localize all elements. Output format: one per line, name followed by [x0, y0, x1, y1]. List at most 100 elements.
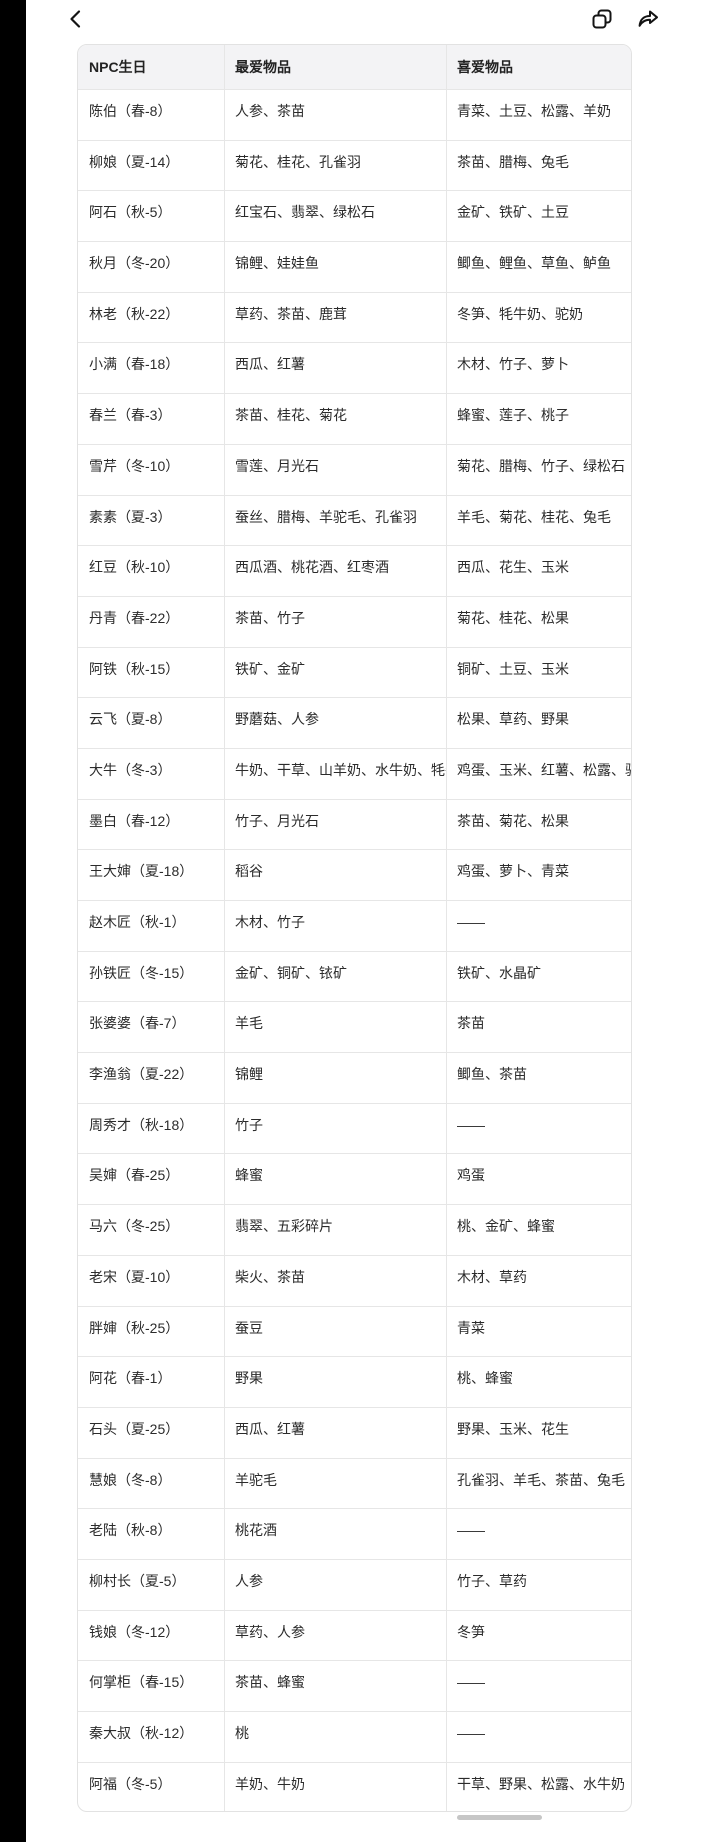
favorite-items-cell: 铁矿、金矿 — [224, 647, 446, 698]
top-navigation-bar — [26, 0, 720, 44]
favorite-items-cell: 西瓜酒、桃花酒、红枣酒 — [224, 546, 446, 596]
liked-items-cell: 菊花、腊梅、竹子、绿松石 — [446, 444, 631, 495]
back-button[interactable] — [62, 5, 90, 33]
npc-birthday-cell: 胖婶（秋-25） — [89, 1319, 180, 1336]
favorite-items-cell: 西瓜、红薯 — [224, 343, 446, 394]
liked-items-cell: —— — [446, 1103, 631, 1154]
share-button[interactable] — [634, 5, 662, 33]
copy-pages-icon — [590, 7, 614, 31]
table-row: 何掌柜（春-15） 茶苗、蜂蜜 —— — [78, 1660, 631, 1711]
liked-items-cell: 冬笋 — [446, 1610, 631, 1661]
favorite-items-cell: 蜂蜜 — [224, 1154, 446, 1205]
liked-items-cell: —— — [446, 1661, 631, 1711]
liked-items-cell: 松果、草药、野果 — [446, 698, 631, 748]
chevron-left-icon — [64, 7, 88, 31]
npc-birthday-cell: 雪芹（冬-10） — [89, 457, 180, 474]
npc-birthday-cell: 孙铁匠（冬-15） — [89, 964, 194, 981]
liked-items-cell: 鲫鱼、茶苗 — [446, 1053, 631, 1103]
liked-items-cell: —— — [446, 901, 631, 951]
liked-items-cell: 干草、野果、松露、水牛奶 — [446, 1762, 631, 1811]
table-row: 柳村长（夏-5） 人参 竹子、草药 — [78, 1558, 631, 1610]
npc-birthday-cell: 云飞（夏-8） — [89, 711, 172, 728]
table-row: 慧娘（冬-8） 羊驼毛 孔雀羽、羊毛、茶苗、兔毛 — [78, 1457, 631, 1509]
favorite-items-cell: 锦鲤、娃娃鱼 — [224, 242, 446, 292]
npc-birthday-cell: 秦大叔（秋-12） — [89, 1725, 194, 1741]
liked-items-cell: 蜂蜜、莲子、桃子 — [446, 394, 631, 444]
table-row: 李渔翁（夏-22） 锦鲤 鲫鱼、茶苗 — [78, 1052, 631, 1103]
npc-birthday-cell: 大牛（冬-3） — [89, 761, 172, 778]
favorite-items-cell: 翡翠、五彩碎片 — [224, 1205, 446, 1255]
npc-birthday-cell: 石头（夏-25） — [89, 1420, 180, 1437]
table-row: 孙铁匠（冬-15） 金矿、铜矿、铱矿 铁矿、水晶矿 — [78, 950, 631, 1002]
table-row: 周秀才（秋-18） 竹子 —— — [78, 1102, 631, 1154]
liked-items-cell: 冬笋、牦牛奶、驼奶 — [446, 292, 631, 343]
table-row: 小满（春-18） 西瓜、红薯 木材、竹子、萝卜 — [78, 342, 631, 394]
favorite-items-cell: 茶苗、竹子 — [224, 596, 446, 647]
favorite-items-cell: 菊花、桂花、孔雀羽 — [224, 140, 446, 191]
share-forward-icon — [636, 7, 661, 31]
liked-items-cell: 鸡蛋 — [446, 1154, 631, 1205]
npc-birthday-cell: 钱娘（冬-12） — [89, 1623, 180, 1640]
liked-items-cell: 青菜、土豆、松露、羊奶 — [446, 90, 631, 140]
liked-items-cell: 青菜 — [446, 1306, 631, 1357]
liked-items-cell: 西瓜、花生、玉米 — [446, 546, 631, 596]
favorite-items-cell: 雪莲、月光石 — [224, 444, 446, 495]
npc-birthday-cell: 墨白（春-12） — [89, 812, 180, 829]
table-row: 丹青（春-22） 茶苗、竹子 菊花、桂花、松果 — [78, 595, 631, 647]
npc-birthday-cell: 阿福（冬-5） — [89, 1775, 172, 1792]
table-row: 阿福（冬-5） 羊奶、牛奶 干草、野果、松露、水牛奶 — [78, 1761, 631, 1811]
liked-items-cell: 桃、金矿、蜂蜜 — [446, 1205, 631, 1255]
favorite-items-cell: 蚕豆 — [224, 1306, 446, 1357]
column-header-liked-items: 喜爱物品 — [446, 45, 631, 89]
favorite-items-cell: 羊奶、牛奶 — [224, 1762, 446, 1811]
favorite-items-cell: 稻谷 — [224, 850, 446, 900]
favorite-items-cell: 草药、茶苗、鹿茸 — [224, 292, 446, 343]
table-row: 素素（夏-3） 蚕丝、腊梅、羊驼毛、孔雀羽 羊毛、菊花、桂花、兔毛 — [78, 494, 631, 546]
favorite-items-cell: 竹子 — [224, 1103, 446, 1154]
favorite-items-cell: 锦鲤 — [224, 1053, 446, 1103]
npc-birthday-cell: 李渔翁（夏-22） — [89, 1066, 194, 1083]
npc-birthday-cell: 林老（秋-22） — [89, 305, 180, 322]
table-row: 王大婶（夏-18） 稻谷 鸡蛋、萝卜、青菜 — [78, 849, 631, 900]
liked-items-cell: 木材、草药 — [446, 1255, 631, 1306]
npc-birthday-cell: 红豆（秋-10） — [89, 559, 180, 576]
table-row: 老陆（秋-8） 桃花酒 —— — [78, 1508, 631, 1559]
table-body: 陈伯（春-8） 人参、茶苗 青菜、土豆、松露、羊奶 柳娘（夏-14） 菊花、桂花… — [78, 89, 631, 1811]
npc-birthday-cell: 周秀才（秋-18） — [89, 1116, 194, 1133]
npc-birthday-cell: 阿花（春-1） — [89, 1370, 172, 1387]
liked-items-cell: —— — [446, 1509, 631, 1559]
table-row: 秦大叔（秋-12） 桃 —— — [78, 1711, 631, 1762]
npc-birthday-cell: 春兰（春-3） — [89, 407, 172, 424]
npc-birthday-cell: 小满（春-18） — [89, 356, 180, 373]
npc-birthday-cell: 陈伯（春-8） — [89, 103, 172, 119]
copy-button[interactable] — [588, 5, 616, 33]
liked-items-cell: 铜矿、土豆、玉米 — [446, 647, 631, 698]
npc-birthday-cell: 素素（夏-3） — [89, 508, 172, 525]
favorite-items-cell: 竹子、月光石 — [224, 799, 446, 850]
liked-items-cell: 鸡蛋、玉米、红薯、松露、驴奶 — [446, 748, 631, 799]
npc-birthday-cell: 何掌柜（春-15） — [89, 1674, 194, 1691]
liked-items-cell: 孔雀羽、羊毛、茶苗、兔毛 — [446, 1458, 631, 1509]
favorite-items-cell: 茶苗、蜂蜜 — [224, 1661, 446, 1711]
liked-items-cell: 木材、竹子、萝卜 — [446, 343, 631, 394]
table-row: 老宋（夏-10） 柴火、茶苗 木材、草药 — [78, 1254, 631, 1306]
table-row: 石头（夏-25） 西瓜、红薯 野果、玉米、花生 — [78, 1406, 631, 1458]
liked-items-cell: 鸡蛋、萝卜、青菜 — [446, 850, 631, 900]
table-row: 张婆婆（春-7） 羊毛 茶苗 — [78, 1001, 631, 1053]
table-row: 马六（冬-25） 翡翠、五彩碎片 桃、金矿、蜂蜜 — [78, 1204, 631, 1255]
horizontal-scrollbar-thumb[interactable] — [457, 1815, 542, 1820]
liked-items-cell: 茶苗 — [446, 1002, 631, 1053]
table-row: 赵木匠（秋-1） 木材、竹子 —— — [78, 900, 631, 951]
favorite-items-cell: 桃花酒 — [224, 1509, 446, 1559]
column-header-npc-birthday: NPC生日 — [89, 59, 147, 75]
table-row: 大牛（冬-3） 牛奶、干草、山羊奶、水牛奶、牦牛奶 鸡蛋、玉米、红薯、松露、驴奶 — [78, 747, 631, 799]
table-row: 雪芹（冬-10） 雪莲、月光石 菊花、腊梅、竹子、绿松石 — [78, 443, 631, 495]
favorite-items-cell: 西瓜、红薯 — [224, 1407, 446, 1458]
npc-birthday-cell: 老陆（秋-8） — [89, 1522, 172, 1539]
npc-birthday-cell: 马六（冬-25） — [89, 1218, 180, 1235]
npc-birthday-cell: 赵木匠（秋-1） — [89, 914, 186, 930]
favorite-items-cell: 野果 — [224, 1357, 446, 1407]
favorite-items-cell: 红宝石、翡翠、绿松石 — [224, 191, 446, 242]
column-header-favorite-items: 最爱物品 — [224, 45, 446, 89]
favorite-items-cell: 桃 — [224, 1712, 446, 1762]
